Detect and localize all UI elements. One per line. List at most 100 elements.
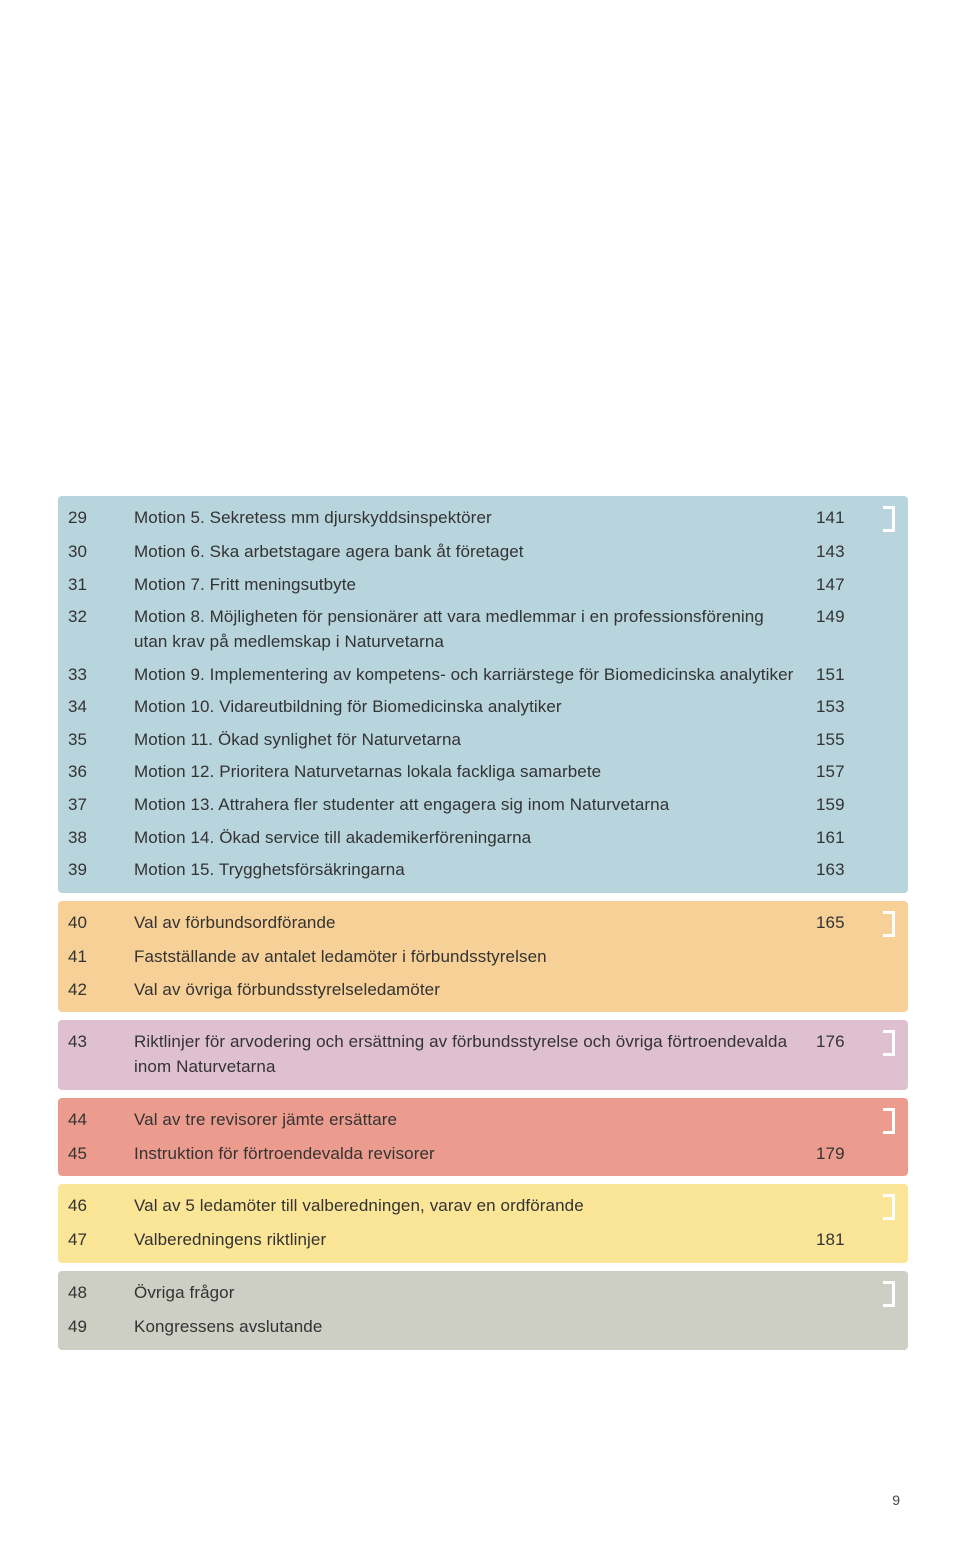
toc-row: 41Fastställande av antalet ledamöter i f… — [58, 941, 908, 974]
toc-item-number: 34 — [58, 691, 124, 724]
toc-item-number: 30 — [58, 536, 124, 569]
toc-row-cap — [876, 724, 908, 757]
toc-item-title: Val av förbundsordförande — [124, 907, 806, 941]
toc-row-cap — [876, 854, 908, 887]
toc-row: 49Kongressens avslutande — [58, 1311, 908, 1344]
toc-table: 29Motion 5. Sekretess mm djurskyddsinspe… — [58, 502, 908, 887]
toc-row: 40Val av förbundsordförande165 — [58, 907, 908, 941]
toc-item-page — [806, 1190, 876, 1224]
toc-row-cap — [876, 601, 908, 658]
toc-row: 45Instruktion för förtroendevalda reviso… — [58, 1138, 908, 1171]
cap-swatch-icon — [883, 1194, 895, 1220]
toc-row-cap — [876, 691, 908, 724]
toc-item-title: Motion 11. Ökad synlighet för Naturvetar… — [124, 724, 806, 757]
toc-row: 43Riktlinjer för arvodering och ersättni… — [58, 1026, 908, 1083]
toc-section: 46Val av 5 ledamöter till valberedningen… — [58, 1184, 908, 1263]
toc-row: 33Motion 9. Implementering av kompetens-… — [58, 659, 908, 692]
toc-row: 42Val av övriga förbundsstyrelseledamöte… — [58, 974, 908, 1007]
toc-item-title: Val av övriga förbundsstyrelseledamöter — [124, 974, 806, 1007]
toc-item-page: 147 — [806, 569, 876, 602]
toc-item-title: Motion 13. Attrahera fler studenter att … — [124, 789, 806, 822]
toc-item-page: 157 — [806, 756, 876, 789]
cap-swatch-icon — [883, 911, 895, 937]
toc-item-number: 35 — [58, 724, 124, 757]
toc-section: 48Övriga frågor49Kongressens avslutande — [58, 1271, 908, 1350]
toc-section: 43Riktlinjer för arvodering och ersättni… — [58, 1020, 908, 1089]
toc-item-number: 46 — [58, 1190, 124, 1224]
toc-item-page: 179 — [806, 1138, 876, 1171]
toc-section: 40Val av förbundsordförande16541Faststäl… — [58, 901, 908, 1012]
cap-swatch-icon — [883, 506, 895, 532]
toc-item-title: Val av tre revisorer jämte ersättare — [124, 1104, 806, 1138]
toc-item-number: 39 — [58, 854, 124, 887]
toc-row-cap — [876, 659, 908, 692]
toc-item-number: 40 — [58, 907, 124, 941]
toc-row-cap — [876, 1190, 908, 1224]
toc-item-page: 161 — [806, 822, 876, 855]
toc-item-page: 141 — [806, 502, 876, 536]
toc-row-cap — [876, 789, 908, 822]
toc-row-cap — [876, 941, 908, 974]
toc-row-cap — [876, 569, 908, 602]
toc-item-page: 151 — [806, 659, 876, 692]
toc-row-cap — [876, 974, 908, 1007]
toc-item-title: Motion 5. Sekretess mm djurskyddsinspekt… — [124, 502, 806, 536]
toc-row: 38Motion 14. Ökad service till akademike… — [58, 822, 908, 855]
toc-item-page — [806, 974, 876, 1007]
toc-item-number: 42 — [58, 974, 124, 1007]
toc-item-title: Motion 12. Prioritera Naturvetarnas loka… — [124, 756, 806, 789]
toc-table: 48Övriga frågor49Kongressens avslutande — [58, 1277, 908, 1344]
toc-row: 47Valberedningens riktlinjer181 — [58, 1224, 908, 1257]
toc-item-title: Instruktion för förtroendevalda revisore… — [124, 1138, 806, 1171]
toc-item-number: 29 — [58, 502, 124, 536]
toc-item-page: 155 — [806, 724, 876, 757]
toc-item-number: 32 — [58, 601, 124, 658]
toc-item-number: 44 — [58, 1104, 124, 1138]
toc-item-number: 37 — [58, 789, 124, 822]
toc-item-number: 41 — [58, 941, 124, 974]
toc-item-page: 159 — [806, 789, 876, 822]
toc-item-number: 48 — [58, 1277, 124, 1311]
toc-row-cap — [876, 1311, 908, 1344]
toc-table: 43Riktlinjer för arvodering och ersättni… — [58, 1026, 908, 1083]
toc-row-cap — [876, 502, 908, 536]
toc-item-page: 163 — [806, 854, 876, 887]
toc-item-number: 43 — [58, 1026, 124, 1083]
toc-row: 30Motion 6. Ska arbetstagare agera bank … — [58, 536, 908, 569]
toc-item-number: 47 — [58, 1224, 124, 1257]
toc-item-number: 45 — [58, 1138, 124, 1171]
toc-table: 40Val av förbundsordförande16541Faststäl… — [58, 907, 908, 1006]
toc-item-title: Övriga frågor — [124, 1277, 806, 1311]
toc-row: 31Motion 7. Fritt meningsutbyte147 — [58, 569, 908, 602]
toc-item-number: 49 — [58, 1311, 124, 1344]
toc-item-title: Motion 6. Ska arbetstagare agera bank åt… — [124, 536, 806, 569]
toc-item-title: Motion 14. Ökad service till akademikerf… — [124, 822, 806, 855]
toc-sections: 29Motion 5. Sekretess mm djurskyddsinspe… — [58, 496, 908, 1358]
toc-row-cap — [876, 756, 908, 789]
toc-item-page: 165 — [806, 907, 876, 941]
toc-item-page: 181 — [806, 1224, 876, 1257]
page-number: 9 — [892, 1492, 900, 1508]
toc-table: 46Val av 5 ledamöter till valberedningen… — [58, 1190, 908, 1257]
toc-item-title: Riktlinjer för arvodering och ersättning… — [124, 1026, 806, 1083]
toc-item-number: 31 — [58, 569, 124, 602]
toc-row-cap — [876, 1277, 908, 1311]
toc-item-page — [806, 1277, 876, 1311]
toc-item-title: Motion 7. Fritt meningsutbyte — [124, 569, 806, 602]
toc-row-cap — [876, 1026, 908, 1083]
toc-row-cap — [876, 1104, 908, 1138]
toc-item-page — [806, 941, 876, 974]
toc-item-title: Kongressens avslutande — [124, 1311, 806, 1344]
toc-section: 44Val av tre revisorer jämte ersättare45… — [58, 1098, 908, 1177]
toc-row: 36Motion 12. Prioritera Naturvetarnas lo… — [58, 756, 908, 789]
toc-item-page: 149 — [806, 601, 876, 658]
toc-item-page — [806, 1311, 876, 1344]
cap-swatch-icon — [883, 1030, 895, 1056]
toc-row-cap — [876, 822, 908, 855]
toc-item-title: Val av 5 ledamöter till valberedningen, … — [124, 1190, 806, 1224]
toc-item-number: 36 — [58, 756, 124, 789]
toc-item-title: Motion 15. Trygghetsförsäkringarna — [124, 854, 806, 887]
toc-item-title: Motion 9. Implementering av kompetens- o… — [124, 659, 806, 692]
toc-row: 35Motion 11. Ökad synlighet för Naturvet… — [58, 724, 908, 757]
toc-item-title: Motion 8. Möjligheten för pensionärer at… — [124, 601, 806, 658]
